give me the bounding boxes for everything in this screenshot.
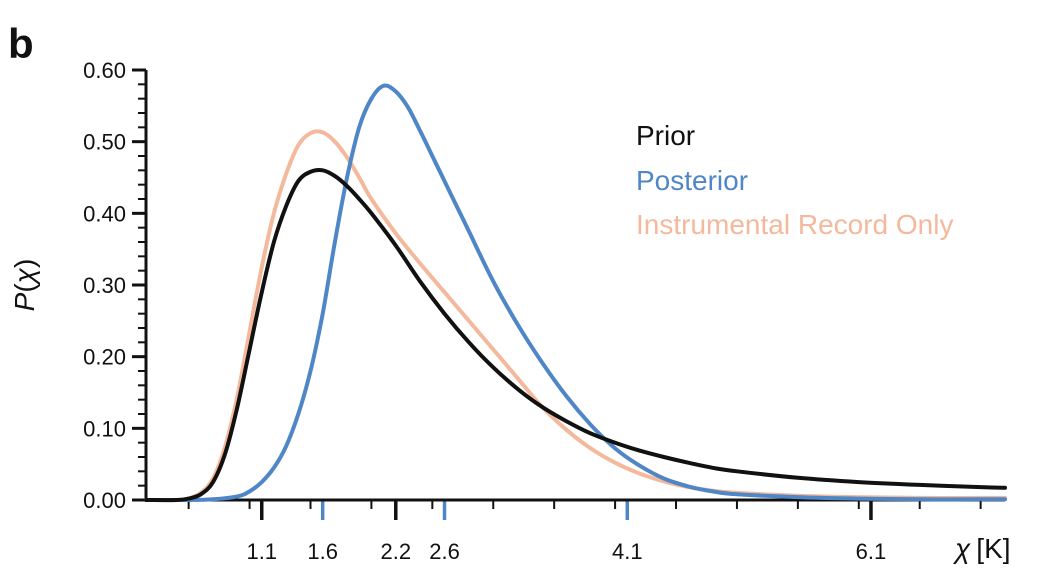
x-tick-label: 1.1 (246, 539, 277, 564)
plot-area (144, 83, 1007, 503)
x-axis: 1.1 1.6 2.2 2.6 4.1 6.1 (187, 500, 982, 564)
y-axis-title: P(χ) (9, 259, 40, 312)
legend-item-instrumental: Instrumental Record Only (636, 209, 953, 240)
series-line-prior (144, 167, 1007, 503)
legend: Prior Posterior Instrumental Record Only (636, 120, 953, 240)
x-tick-label: 6.1 (856, 539, 887, 564)
series-line-posterior (144, 83, 1007, 503)
y-tick-label: 0.30 (83, 273, 126, 298)
x-axis-title-symbol: χ (952, 533, 971, 564)
legend-item-posterior: Posterior (636, 165, 748, 196)
y-axis-title-p: P (9, 292, 40, 311)
legend-item-prior: Prior (636, 120, 695, 151)
y-tick-label: 0.20 (83, 345, 126, 370)
x-tick-label: 1.6 (307, 539, 338, 564)
y-tick-label: 0.00 (83, 488, 126, 513)
y-tick-label: 0.50 (83, 130, 126, 155)
x-axis-title: χ [K] (952, 533, 1011, 564)
y-axis-title-symbol: χ (9, 267, 40, 286)
y-axis-title-open: ( (9, 283, 40, 293)
x-tick-label: 2.2 (380, 539, 411, 564)
y-tick-label: 0.40 (83, 201, 126, 226)
y-tick-label: 0.10 (83, 416, 126, 441)
series-line-instrumental-record-only (144, 129, 1007, 503)
x-tick-label: 4.1 (612, 539, 643, 564)
y-axis-title-close: ) (9, 259, 40, 268)
panel-label: b (8, 20, 34, 67)
y-axis: 0.00 0.10 0.20 0.30 0.40 0.50 0.60 (83, 58, 146, 513)
y-tick-label: 0.60 (83, 58, 126, 83)
x-axis-title-unit: [K] (976, 533, 1010, 564)
x-tick-label: 2.6 (429, 539, 460, 564)
